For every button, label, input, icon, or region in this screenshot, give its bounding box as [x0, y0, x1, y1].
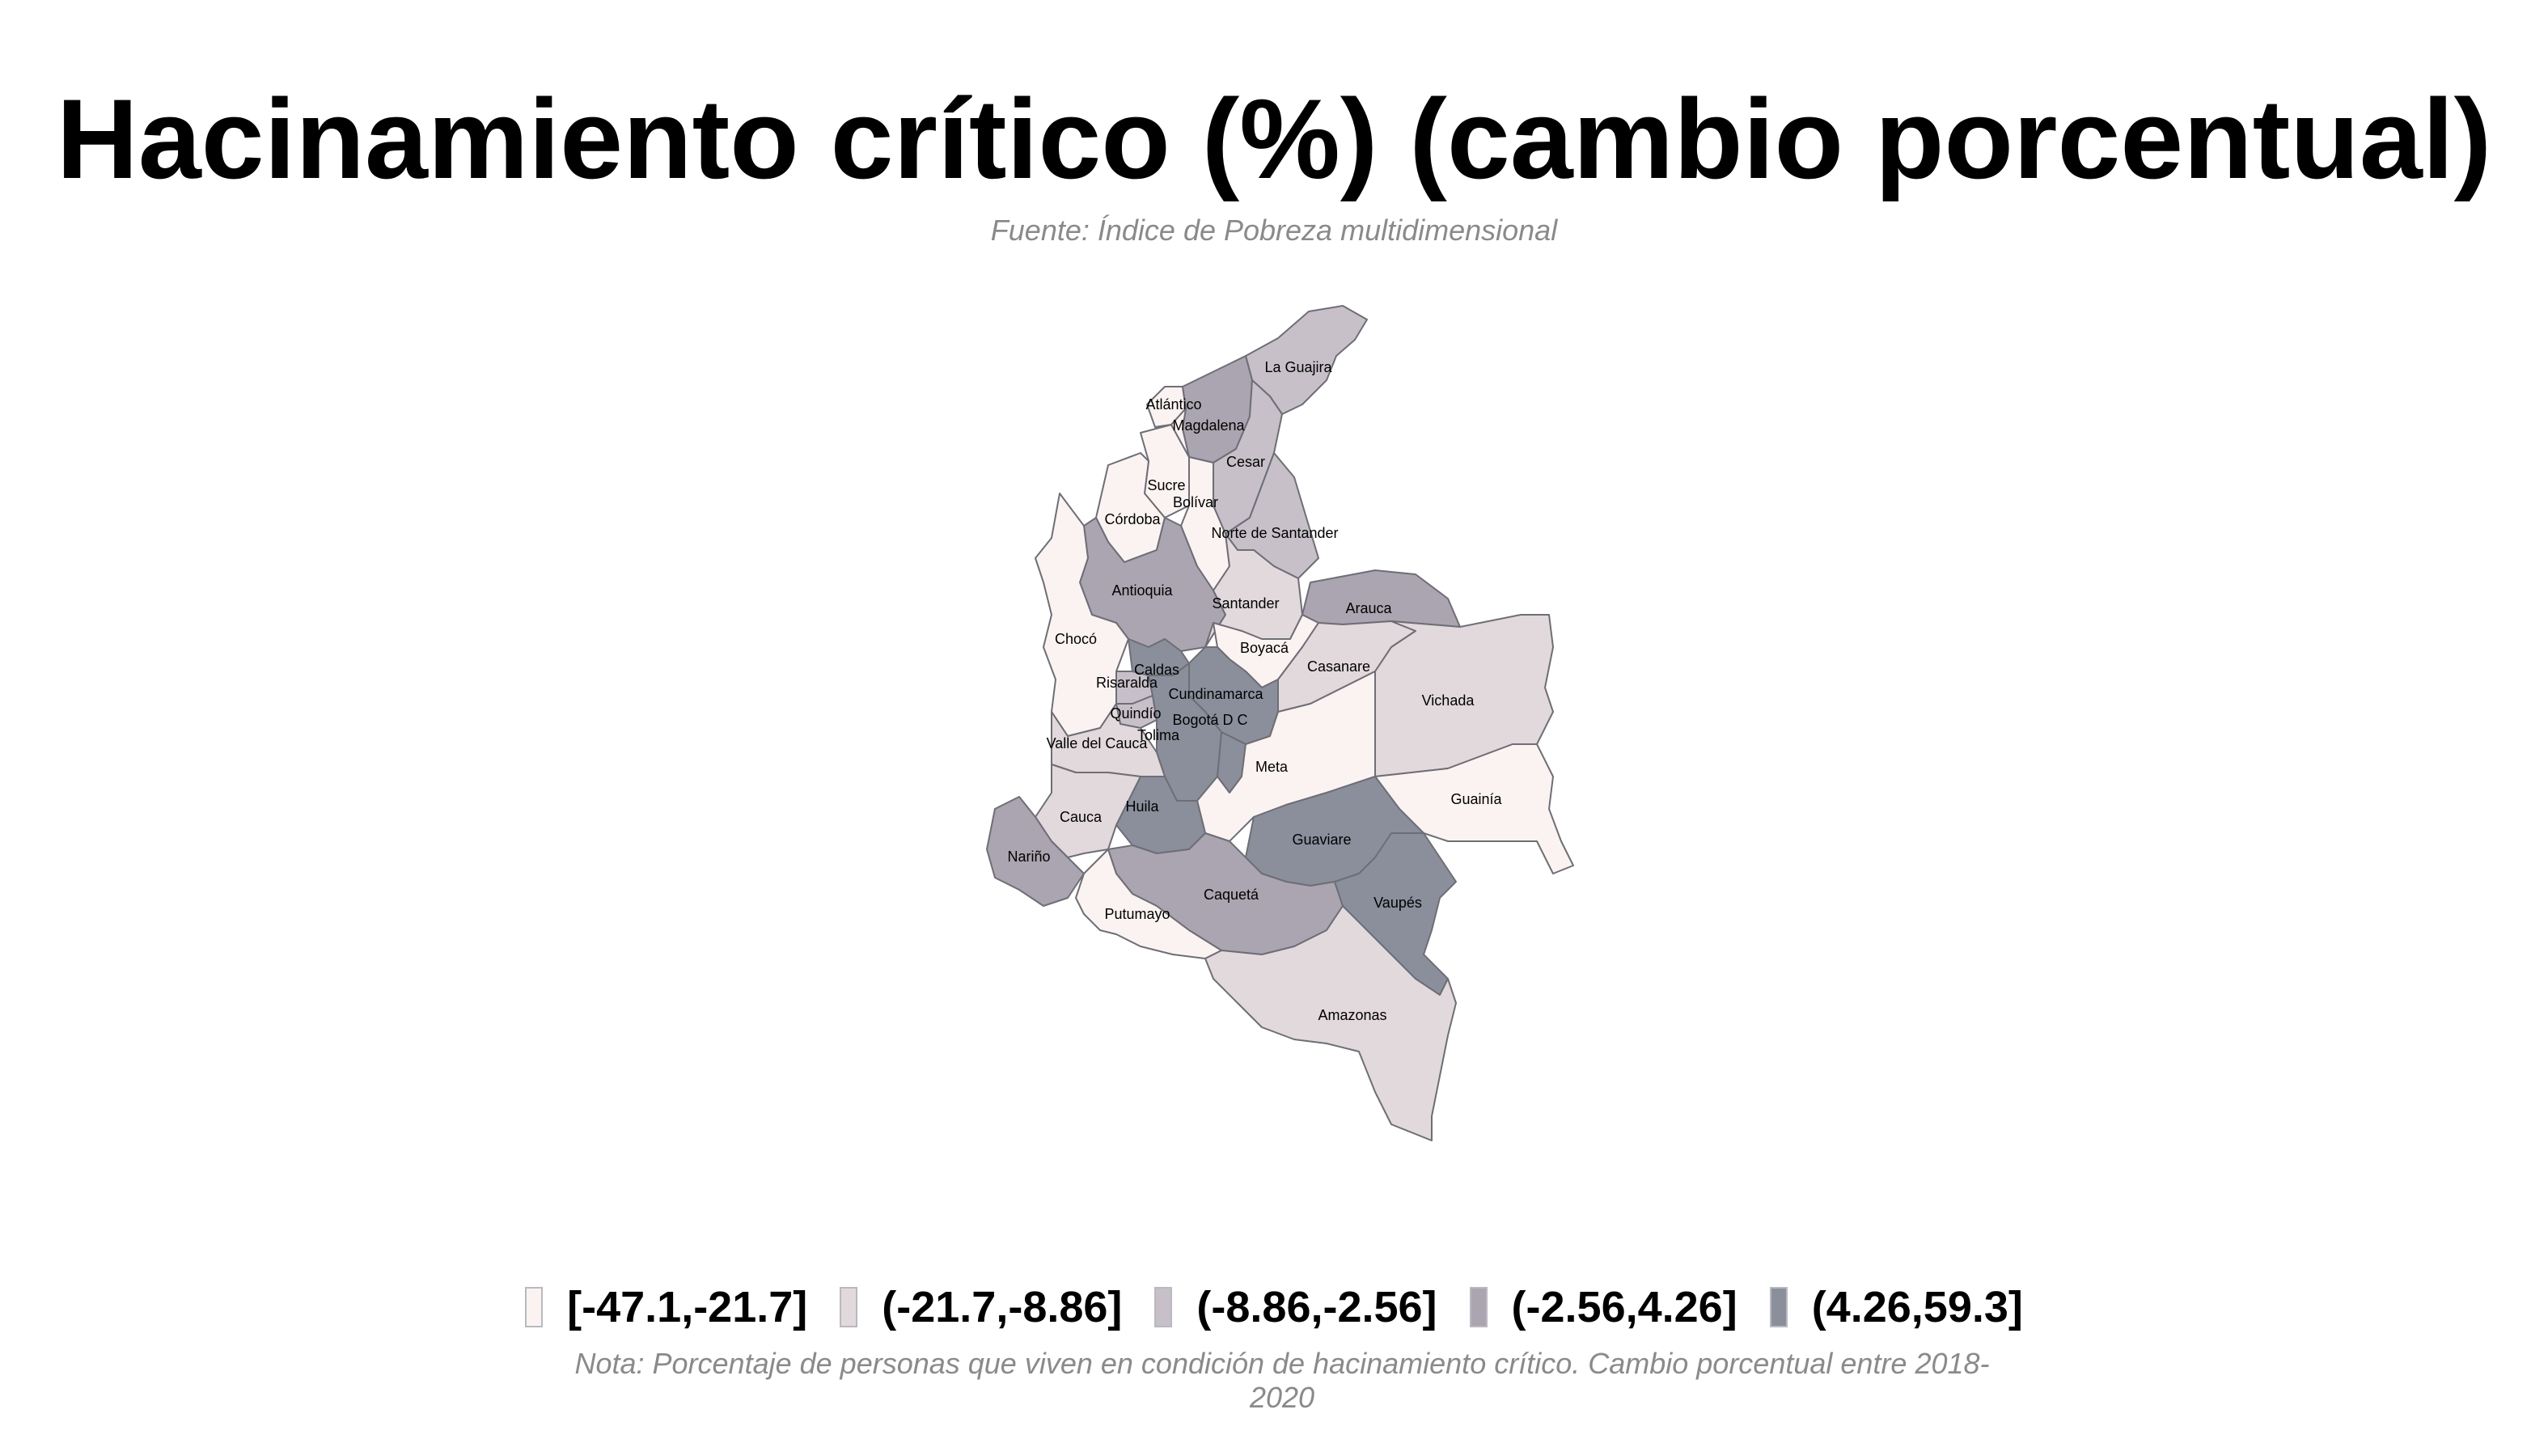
legend-label: (4.26,59.3]	[1811, 1283, 2023, 1331]
dept-label: Tolima	[1137, 727, 1180, 743]
dept-label: Bogotá D C	[1172, 712, 1247, 728]
map-subtitle: Fuente: Índice de Pobreza multidimension…	[990, 214, 1558, 247]
dept-label: Guaviare	[1292, 832, 1351, 848]
dept-label: Arauca	[1345, 600, 1392, 616]
dept-label: Bolívar	[1173, 494, 1218, 510]
dept-label: Cauca	[1060, 809, 1103, 825]
dept-label: Vichada	[1422, 692, 1475, 709]
legend-item: (-8.86,-2.56]	[1154, 1282, 1437, 1332]
legend-label: (-21.7,-8.86]	[882, 1283, 1123, 1331]
legend-item: [-47.1,-21.7]	[525, 1282, 807, 1332]
legend-label: (-2.56,4.26]	[1511, 1283, 1737, 1331]
dept-label: Caldas	[1134, 662, 1179, 678]
legend-swatch	[1154, 1287, 1173, 1327]
legend-label: (-8.86,-2.56]	[1196, 1283, 1437, 1331]
dept-label: Atlántico	[1145, 396, 1201, 413]
dept-label: Chocó	[1055, 631, 1097, 647]
dept-label: Antioquia	[1111, 582, 1173, 599]
dept-label: Risaralda	[1096, 675, 1158, 691]
legend-item: (-21.7,-8.86]	[840, 1282, 1122, 1332]
dept-label: Córdoba	[1104, 511, 1161, 527]
dept-guainia[interactable]	[1374, 743, 1574, 874]
dept-label: Santander	[1212, 595, 1279, 612]
dept-label: Cesar	[1226, 454, 1265, 470]
dept-label: Caquetá	[1204, 887, 1259, 903]
legend-item: (4.26,59.3]	[1769, 1282, 2023, 1332]
dept-label: Meta	[1255, 759, 1289, 775]
dept-arauca[interactable]	[1302, 569, 1461, 628]
legend-swatch	[1469, 1287, 1488, 1327]
legend-swatch	[1769, 1287, 1788, 1327]
map-note: Nota: Porcentaje de personas que viven e…	[574, 1347, 1990, 1414]
dept-label: Cundinamarca	[1168, 686, 1263, 702]
dept-label: Nariño	[1007, 849, 1050, 865]
dept-label: Putumayo	[1104, 906, 1170, 922]
dept-narino[interactable]	[986, 796, 1085, 907]
dept-label: Sucre	[1147, 477, 1185, 493]
dept-label: La Guajira	[1264, 359, 1332, 375]
legend-label: [-47.1,-21.7]	[567, 1283, 808, 1331]
dept-label: Quindío	[1110, 705, 1161, 722]
legend-swatch	[840, 1287, 858, 1327]
dept-label: Amazonas	[1318, 1007, 1386, 1023]
legend-swatch	[525, 1287, 544, 1327]
dept-label: Norte de Santander	[1211, 525, 1338, 541]
map-title: Hacinamiento crítico (%) (cambio porcent…	[56, 75, 2492, 202]
dept-label: Boyacá	[1240, 640, 1289, 656]
dept-label: Vaupés	[1373, 895, 1422, 911]
map-legend: [-47.1,-21.7] (-21.7,-8.86] (-8.86,-2.56…	[0, 1282, 2548, 1332]
dept-label: Guainía	[1450, 791, 1502, 807]
dept-label: Huila	[1125, 798, 1159, 815]
dept-amazonas[interactable]	[1204, 905, 1457, 1141]
dept-label: Casanare	[1307, 658, 1370, 675]
legend-item: (-2.56,4.26]	[1469, 1282, 1737, 1332]
dept-label: Valle del Cauca	[1047, 735, 1149, 751]
dept-label: Magdalena	[1172, 417, 1245, 434]
